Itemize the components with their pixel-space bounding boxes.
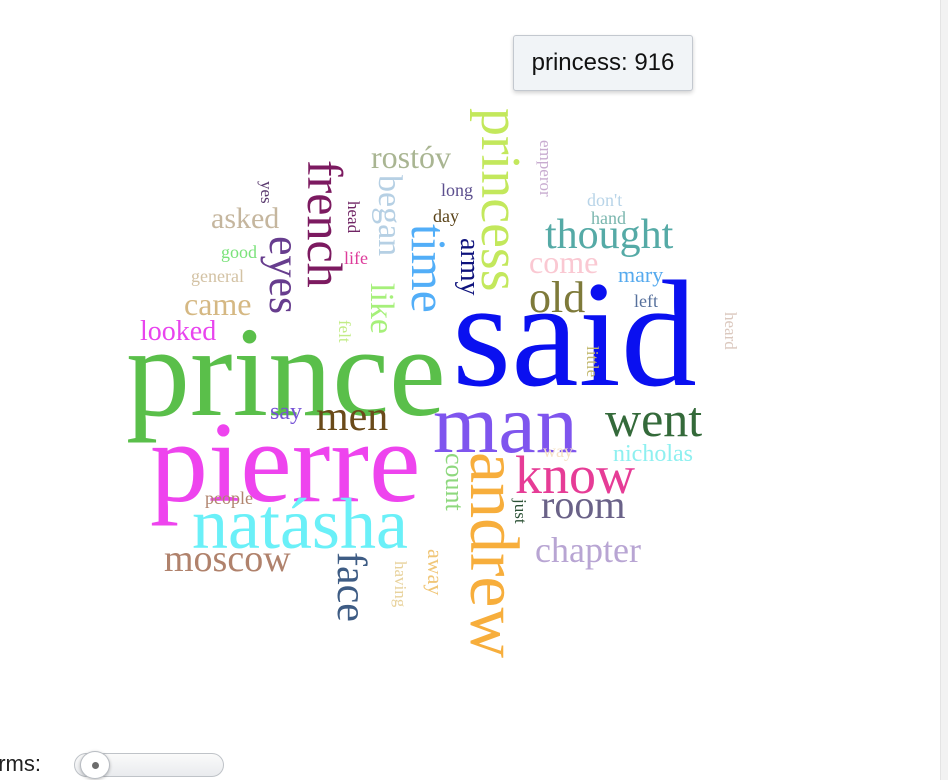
word-army[interactable]: army (454, 238, 485, 296)
word-andrew[interactable]: andrew (455, 452, 532, 659)
word-yes[interactable]: yes (257, 181, 276, 204)
word-went[interactable]: went (605, 391, 703, 447)
word-mary[interactable]: mary (618, 262, 664, 287)
word-good[interactable]: good (221, 242, 257, 262)
word-room[interactable]: room (541, 482, 626, 527)
word-count[interactable]: count (440, 453, 469, 511)
word-day[interactable]: day (433, 206, 459, 226)
word-know[interactable]: know (515, 445, 635, 505)
word-old[interactable]: old (529, 273, 586, 322)
word-say[interactable]: say (270, 399, 302, 425)
word-just[interactable]: just (511, 499, 530, 524)
word-life[interactable]: life (344, 248, 368, 268)
word-began[interactable]: began (371, 175, 408, 257)
word-men[interactable]: men (316, 394, 389, 440)
word-general[interactable]: general (191, 266, 244, 286)
word-long[interactable]: long (441, 180, 474, 200)
terms-slider-thumb[interactable] (80, 751, 110, 779)
terms-label: erms: (0, 751, 41, 776)
word-face[interactable]: face (328, 552, 374, 622)
word-away[interactable]: away (423, 549, 448, 596)
word-asked[interactable]: asked (211, 202, 280, 235)
word-prince[interactable]: prince (126, 301, 446, 443)
word-moscow[interactable]: moscow (164, 538, 291, 580)
word-said[interactable]: said (452, 250, 697, 418)
word-chapter[interactable]: chapter (535, 530, 641, 570)
word-cloud: said prince pierre man natásha went know… (126, 108, 740, 659)
word-eyes[interactable]: eyes (260, 236, 309, 315)
word-little[interactable]: little (583, 346, 602, 378)
word-heard[interactable]: heard (721, 312, 740, 350)
word-princess[interactable]: princess (469, 108, 531, 292)
word-came[interactable]: came (184, 286, 252, 322)
word-natasha[interactable]: natásha (192, 484, 408, 564)
word-dont[interactable]: don't (587, 190, 623, 210)
word-way[interactable]: way (543, 441, 573, 461)
word-thought[interactable]: thought (545, 212, 674, 258)
word-people[interactable]: people (205, 488, 253, 508)
word-time[interactable]: time (401, 224, 457, 313)
word-nicholas[interactable]: nicholas (613, 441, 693, 467)
word-hand[interactable]: hand (591, 208, 626, 228)
word-having[interactable]: having (391, 561, 410, 608)
word-head[interactable]: head (344, 201, 363, 234)
word-felt[interactable]: felt (335, 320, 354, 343)
word-looked[interactable]: looked (140, 316, 217, 347)
word-man[interactable]: man (433, 378, 578, 471)
word-french[interactable]: french (297, 160, 353, 288)
word-emperor[interactable]: emperor (536, 140, 555, 197)
word-pierre[interactable]: pierre (150, 399, 421, 527)
word-rostov[interactable]: rostóv (371, 139, 451, 175)
word-like[interactable]: like (363, 283, 400, 334)
word-left[interactable]: left (634, 291, 658, 311)
word-tooltip: princess: 916 (513, 35, 693, 91)
window-edge (940, 0, 948, 780)
word-come[interactable]: come (529, 244, 599, 280)
